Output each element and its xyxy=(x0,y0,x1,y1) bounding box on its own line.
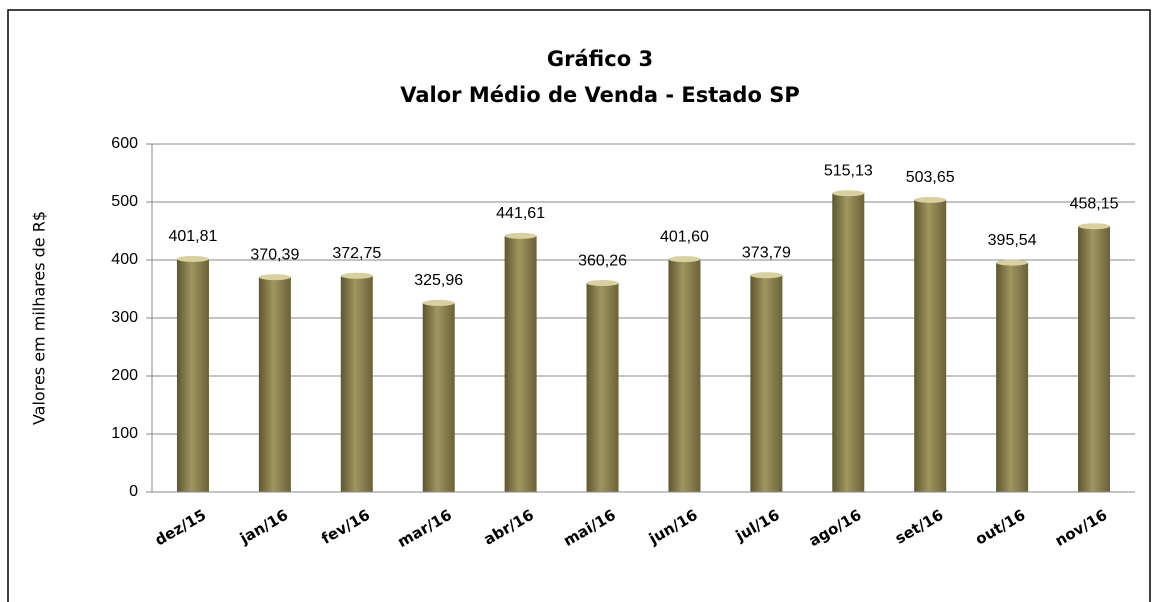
bar-top xyxy=(750,272,783,279)
bar xyxy=(422,302,455,492)
bar xyxy=(504,235,537,492)
bar xyxy=(668,259,701,492)
x-tick-label: dez/15 xyxy=(152,506,209,550)
x-tick-label: jan/16 xyxy=(236,506,291,548)
x-tick-label: mai/16 xyxy=(560,506,619,550)
bar-top xyxy=(258,274,291,281)
chart-title: Gráfico 3 xyxy=(547,47,653,71)
value-label: 515,13 xyxy=(824,162,873,179)
bar xyxy=(586,283,619,492)
bar-top xyxy=(1078,223,1111,230)
value-label: 458,15 xyxy=(1070,195,1119,212)
x-tick-label: out/16 xyxy=(972,506,1028,549)
chart-subtitle: Valor Médio de Venda - Estado SP xyxy=(400,83,799,107)
bar xyxy=(176,258,209,492)
x-tick-label: set/16 xyxy=(892,506,947,548)
value-label: 325,96 xyxy=(414,272,463,289)
y-tick-label: 500 xyxy=(111,193,138,210)
value-label: 401,60 xyxy=(660,228,709,245)
y-tick-label: 0 xyxy=(129,483,138,500)
bar xyxy=(258,277,291,492)
x-tick-label: abr/16 xyxy=(481,506,537,549)
value-label: 360,26 xyxy=(578,252,627,269)
y-tick-label: 300 xyxy=(111,309,138,326)
bar-top xyxy=(832,190,865,197)
bar-top xyxy=(504,232,537,239)
value-label: 441,61 xyxy=(496,205,545,222)
y-tick-label: 100 xyxy=(111,425,138,442)
bar-top xyxy=(340,272,373,279)
chart-border xyxy=(7,9,1151,602)
value-label: 370,39 xyxy=(250,246,299,263)
x-tick-label: nov/16 xyxy=(1052,506,1110,550)
bar xyxy=(996,262,1029,492)
value-label: 503,65 xyxy=(906,169,955,186)
bar xyxy=(914,199,947,492)
bar-top xyxy=(176,255,209,262)
y-tick-label: 600 xyxy=(111,135,138,152)
x-tick-label: fev/16 xyxy=(318,506,373,548)
bar xyxy=(750,275,783,492)
value-label: 373,79 xyxy=(742,244,791,261)
bar xyxy=(832,193,865,492)
bar-top xyxy=(996,259,1029,266)
bar-top xyxy=(914,196,947,203)
y-axis-label: Valores em milhares de R$ xyxy=(30,211,49,425)
bar-top xyxy=(422,299,455,306)
y-tick-label: 400 xyxy=(111,251,138,268)
bar xyxy=(1078,226,1111,492)
value-label: 372,75 xyxy=(332,245,381,262)
x-tick-label: jun/16 xyxy=(645,506,701,549)
bar xyxy=(340,275,373,492)
x-tick-label: mar/16 xyxy=(394,506,455,551)
bar-top xyxy=(668,256,701,263)
value-label: 401,81 xyxy=(168,228,217,245)
bar-top xyxy=(586,280,619,287)
x-tick-label: jul/16 xyxy=(732,506,783,546)
x-tick-label: ago/16 xyxy=(806,506,865,550)
value-label: 395,54 xyxy=(988,232,1037,249)
y-tick-label: 200 xyxy=(111,367,138,384)
